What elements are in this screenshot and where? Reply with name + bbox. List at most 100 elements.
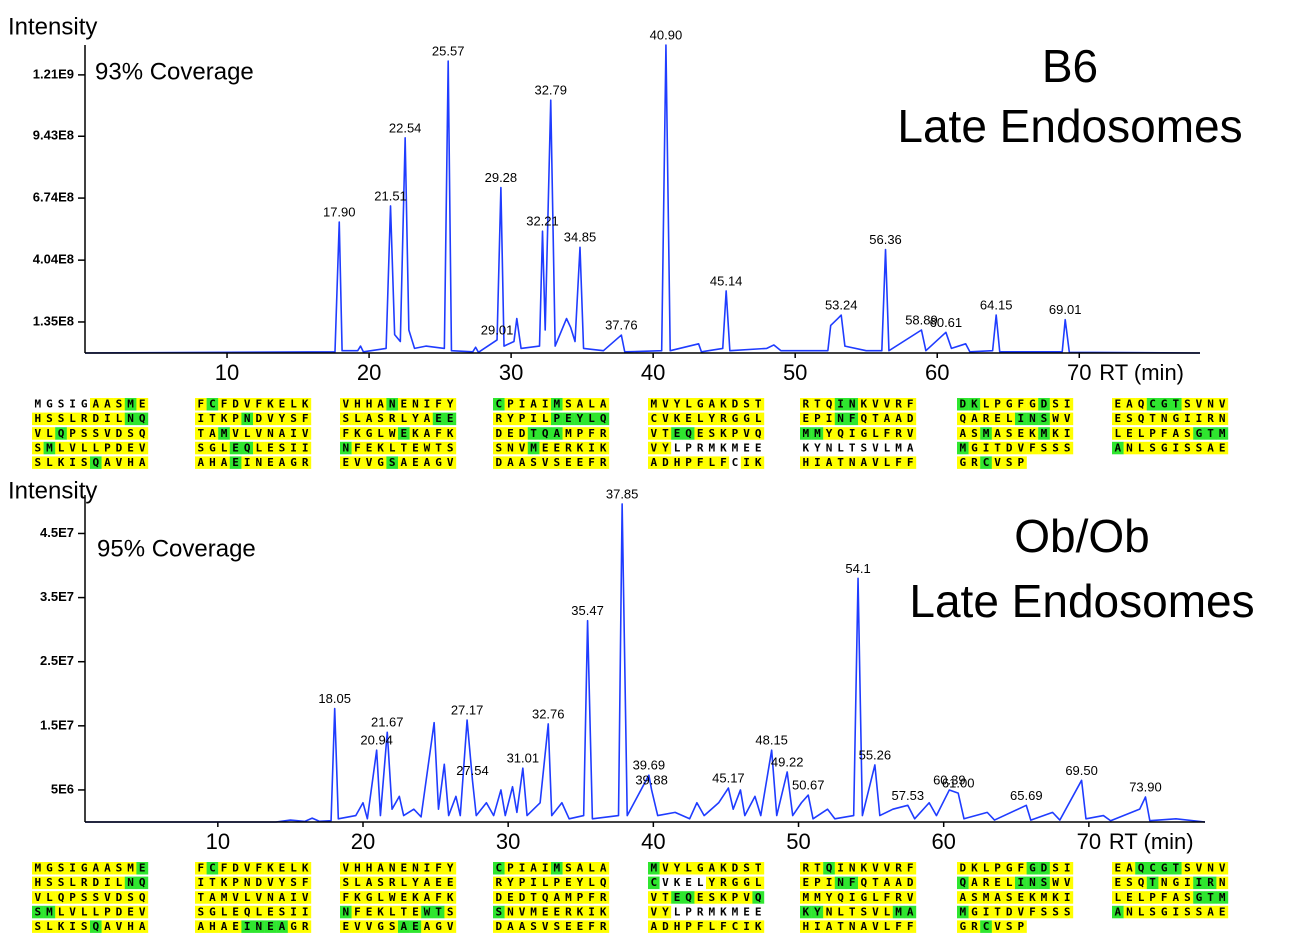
residue-highlight [113,412,125,426]
residue-highlight [66,398,79,411]
residue-highlight [432,412,445,426]
residue-highlight [1112,441,1124,455]
residue-highlight [551,905,563,919]
residue-highlight [432,441,445,455]
residue-highlight [136,412,149,426]
residue-highlight [340,876,352,890]
residue-highlight [1146,427,1159,440]
residue-highlight [585,398,598,411]
residue-highlight [904,456,917,469]
residue-highlight [957,456,969,469]
residue-highlight [340,905,352,919]
residue-highlight [957,427,969,440]
residue-highlight [694,441,707,455]
y-tick-label: 2.5E7 [40,653,74,668]
residue-highlight [892,862,905,875]
residue-highlight [1135,412,1147,426]
residue-highlight [421,412,433,426]
residue-highlight [1181,412,1194,426]
residue-highlight [43,456,56,469]
residue-highlight [1049,441,1062,455]
residue-highlight [585,862,598,875]
residue-highlight [551,441,563,455]
residue-highlight [32,398,44,411]
residue-highlight [1038,862,1050,875]
residue-highlight [682,891,695,904]
residue-highlight [124,891,137,904]
residue-highlight [858,456,870,469]
peak-label: 64.15 [980,298,1013,313]
residue-highlight [493,862,505,875]
peak-label: 50.67 [792,778,825,793]
residue-highlight [694,456,707,469]
residue-highlight [980,891,992,904]
residue-highlight [136,891,149,904]
residue-highlight [597,876,610,890]
residue-highlight [1112,862,1124,875]
residue-highlight [136,920,149,933]
residue-highlight [1026,891,1039,904]
residue-highlight [90,441,102,455]
residue-highlight [398,905,410,919]
residue-highlight [574,920,586,933]
x-tick-label: 50 [783,360,807,385]
residue-highlight [287,920,300,933]
residue-highlight [1061,427,1074,440]
residue-highlight [195,427,207,440]
residue-highlight [229,398,242,411]
residue-highlight [195,456,207,469]
residue-highlight [90,398,102,411]
residue-highlight [398,441,410,455]
residue-highlight [1123,905,1136,919]
residue-highlight [659,920,672,933]
residue-highlight [1170,441,1182,455]
residue-highlight [694,398,707,411]
residue-highlight [869,398,882,411]
residue-highlight [1146,862,1159,875]
residue-highlight [363,441,375,455]
residue-highlight [858,876,870,890]
residue-highlight [904,862,917,875]
residue-highlight [124,456,137,469]
residue-highlight [253,862,265,875]
residue-highlight [421,876,433,890]
residue-highlight [752,891,765,904]
residue-highlight [340,456,352,469]
residue-highlight [351,920,364,933]
residue-highlight [90,891,102,904]
residue-highlight [340,891,352,904]
residue-highlight [752,876,765,890]
residue-highlight [78,398,91,411]
residue-highlight [968,905,981,919]
residue-highlight [562,905,575,919]
residue-highlight [682,398,695,411]
chromatogram-trace [85,503,1206,823]
residue-highlight [574,456,586,469]
residue-highlight [968,427,981,440]
x-tick-label: 10 [206,829,230,854]
residue-highlight [539,891,552,904]
x-tick-label: 70 [1067,360,1091,385]
residue-highlight [659,862,672,875]
residue-highlight [444,412,457,426]
residue-highlight [340,427,352,440]
residue-highlight [299,456,312,469]
residue-highlight [1038,441,1050,455]
residue-highlight [539,441,552,455]
residue-highlight [834,862,847,875]
residue-highlight [124,398,137,411]
residue-highlight [421,891,433,904]
residue-highlight [504,891,517,904]
residue-highlight [1026,441,1039,455]
residue-highlight [904,441,917,455]
residue-highlight [340,441,352,455]
residue-highlight [881,441,893,455]
residue-highlight [846,441,859,455]
residue-highlight [811,862,824,875]
residue-highlight [980,441,992,455]
residue-highlight [858,427,870,440]
x-tick-label: 60 [925,360,949,385]
residue-highlight [136,876,149,890]
residue-highlight [1135,441,1147,455]
residue-highlight [409,905,422,919]
